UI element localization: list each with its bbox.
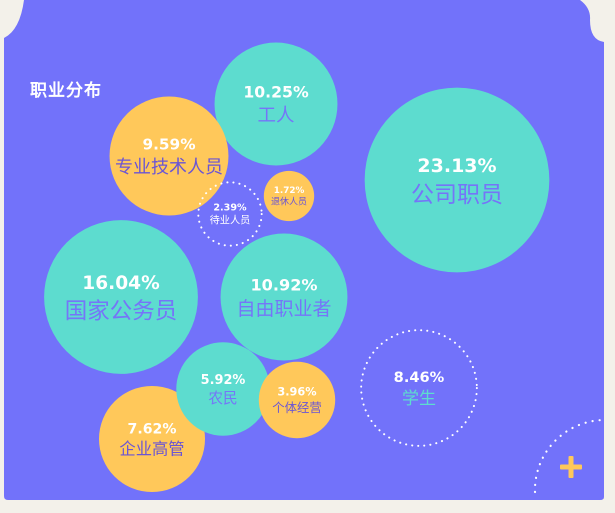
bubble-circle	[44, 220, 198, 374]
chart-title: 职业分布	[30, 81, 102, 101]
bubble-category-label: 学生	[402, 389, 436, 409]
bubble-3: 10.92% 自由职业者	[220, 233, 348, 361]
bubble-category-label: 农民	[208, 390, 237, 407]
bubble-1: 23.13% 公司职员	[364, 87, 550, 273]
bubble-circle	[258, 361, 336, 439]
bubble-circle	[364, 87, 550, 273]
bubble-circle	[214, 42, 338, 166]
bubble-11: 1.72%退休人员	[263, 170, 315, 222]
bubble-category-label: 公司职员	[411, 182, 503, 208]
bubble-value-label: 1.72%	[274, 186, 305, 196]
bubble-category-label: 专业技术人员	[115, 157, 223, 178]
bubble-value-label: 16.04%	[82, 273, 160, 294]
bubble-value-label: 9.59%	[142, 136, 195, 154]
bubble-group: 23.13% 公司职员 16.04% 国家公务员 10.92% 自由职业者 10.25% 工人…	[44, 42, 550, 493]
bubble-7: 7.62% 企业高管	[98, 385, 206, 493]
bubble-category-label: 个体经营	[272, 400, 322, 415]
bubble-category-label: 国家公务员	[65, 298, 178, 324]
bubble-circle	[176, 342, 270, 436]
bubble-10: 2.39%待业人员	[197, 181, 263, 247]
bubble-circle	[360, 329, 478, 447]
bubble-4: 10.25% 工人	[214, 42, 338, 166]
bubble-5: 9.59% 专业技术人员	[109, 96, 229, 216]
bubble-8: 5.92% 农民	[176, 342, 270, 436]
bubble-value-label: 3.96%	[277, 386, 316, 399]
bubble-category-label: 企业高管	[119, 439, 184, 458]
bubble-value-label: 5.92%	[201, 373, 246, 388]
bubble-value-label: 8.46%	[394, 369, 445, 386]
bubble-9: 3.96%个体经营	[258, 361, 336, 439]
bubble-value-label: 23.13%	[417, 155, 496, 177]
bubble-category-label: 待业人员	[210, 214, 251, 227]
bubble-circle	[98, 385, 206, 493]
corner-dotted-arc	[533, 418, 606, 494]
bubble-value-label: 10.25%	[243, 83, 309, 102]
bubble-category-label: 自由职业者	[236, 298, 331, 320]
bubble-6: 8.46% 学生	[360, 329, 478, 447]
bubble-value-label: 2.39%	[213, 202, 247, 213]
bubble-circle	[220, 233, 348, 361]
bubble-circle	[263, 170, 315, 222]
bubble-category-label: 工人	[257, 106, 294, 127]
bubble-circle	[197, 181, 263, 247]
bubble-2: 16.04% 国家公务员	[44, 220, 198, 374]
bubble-value-label: 10.92%	[250, 275, 317, 294]
bubble-circle	[109, 96, 229, 216]
plus-icon[interactable]	[559, 455, 583, 479]
bubble-value-label: 7.62%	[128, 421, 177, 437]
bubble-category-label: 退休人员	[271, 196, 307, 208]
